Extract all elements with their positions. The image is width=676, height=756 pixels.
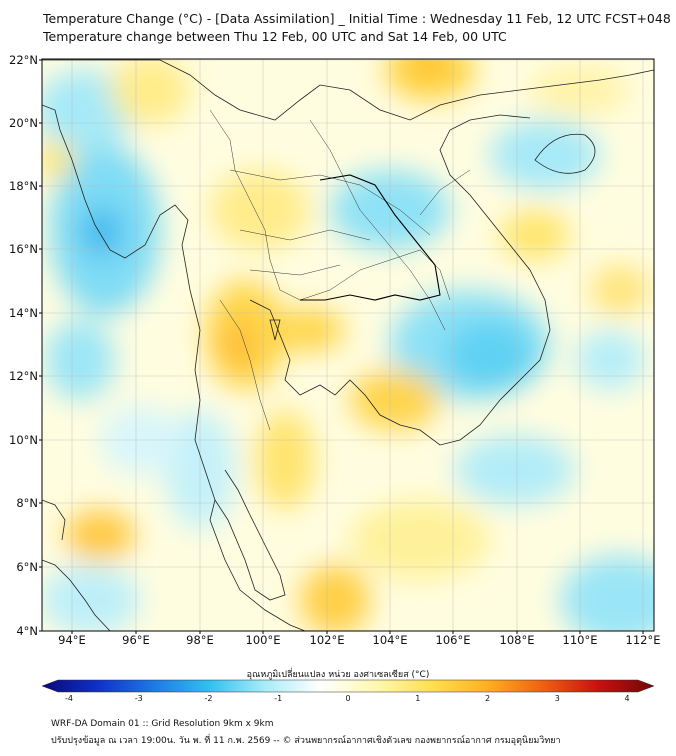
lon-label: 112°E [626,633,661,647]
lon-label: 108°E [500,633,535,647]
cool-blob [42,565,140,631]
coastlines [42,59,654,631]
warm-blob [65,510,135,560]
warm-blob [500,210,570,260]
cool-core [445,320,535,390]
colorbar-ticks: -4 -3 -2 -1 0 1 2 3 4 [65,694,630,703]
warm-blob [385,59,475,100]
lon-label: 98°E [186,633,214,647]
footer-update-info: ปรับปรุงข้อมูล ณ เวลา 19:00น. วัน พ. ที่… [51,736,561,746]
cool-core [82,207,122,257]
lon-label: 100°E [246,633,281,647]
anomaly-blobs [42,59,654,631]
colorbar-tick-label: 3 [555,694,560,703]
warm-blob [275,308,345,352]
cool-blob [455,435,575,505]
colorbar-tick-label: -3 [135,694,143,703]
colorbar-bar [41,679,655,693]
longitude-labels: 94°E 96°E 98°E 100°E 102°E 104°E 106°E 108°E 110… [58,631,660,647]
lat-label: 16°N [9,242,38,256]
lat-label: 8°N [16,496,38,510]
warm-blob [255,410,315,510]
lon-label: 96°E [122,633,150,647]
cool-blob [575,330,645,390]
warm-core [414,59,442,72]
footer-domain-info: WRF-DA Domain 01 :: Grid Resolution 9km … [51,719,274,729]
lon-label: 94°E [58,633,86,647]
warm-blob [300,565,370,631]
warm-blob [210,170,310,250]
cool-blob [490,120,600,190]
cool-blob [560,555,654,631]
lon-label: 110°E [563,633,598,647]
lat-label: 10°N [9,433,38,447]
colorbar-tick-label: -1 [274,694,282,703]
lon-label: 104°E [373,633,408,647]
warm-core [222,323,254,367]
lat-label: 4°N [16,624,38,638]
warm-blob [110,59,190,125]
temperature-field [42,59,654,631]
lat-label: 14°N [9,306,38,320]
hainan-island [534,133,596,174]
mekong-border [300,174,441,301]
lat-label: 22°N [9,53,38,67]
warm-blob [350,500,490,580]
warm-blob [590,265,650,315]
warm-blob [42,140,73,180]
colorbar-tick-label: 1 [415,694,420,703]
lon-label: 102°E [310,633,345,647]
colorbar-title: อุณหภูมิเปลี่ยนแปลง หน่วย องศาเซลเซียส (… [246,670,430,680]
colorbar-tick-label: -4 [65,694,73,703]
colorbar-tick-label: 2 [485,694,490,703]
latitude-labels: 22°N 20°N 18°N 16°N 14°N 12°N 10°N 8°N 6°N 4°N [9,53,42,638]
lon-label: 106°E [436,633,471,647]
colorbar-tick-label: -2 [205,694,213,703]
map-title: Temperature Change (°C) - [Data Assimila… [43,11,671,26]
cool-blob [45,320,115,400]
warm-blob [350,370,440,430]
map-frame [41,58,655,632]
colorbar: -4 -3 -2 -1 0 1 2 3 4 [41,679,655,703]
province-borders [209,109,471,431]
colorbar-tick-label: 0 [345,694,350,703]
lat-label: 20°N [9,116,38,130]
colorbar-tick-label: 4 [624,694,629,703]
lat-label: 12°N [9,369,38,383]
lat-label: 6°N [16,560,38,574]
map-subtitle: Temperature change between Thu 12 Feb, 0… [43,29,507,44]
gridlines [42,59,654,631]
lat-label: 18°N [9,179,38,193]
